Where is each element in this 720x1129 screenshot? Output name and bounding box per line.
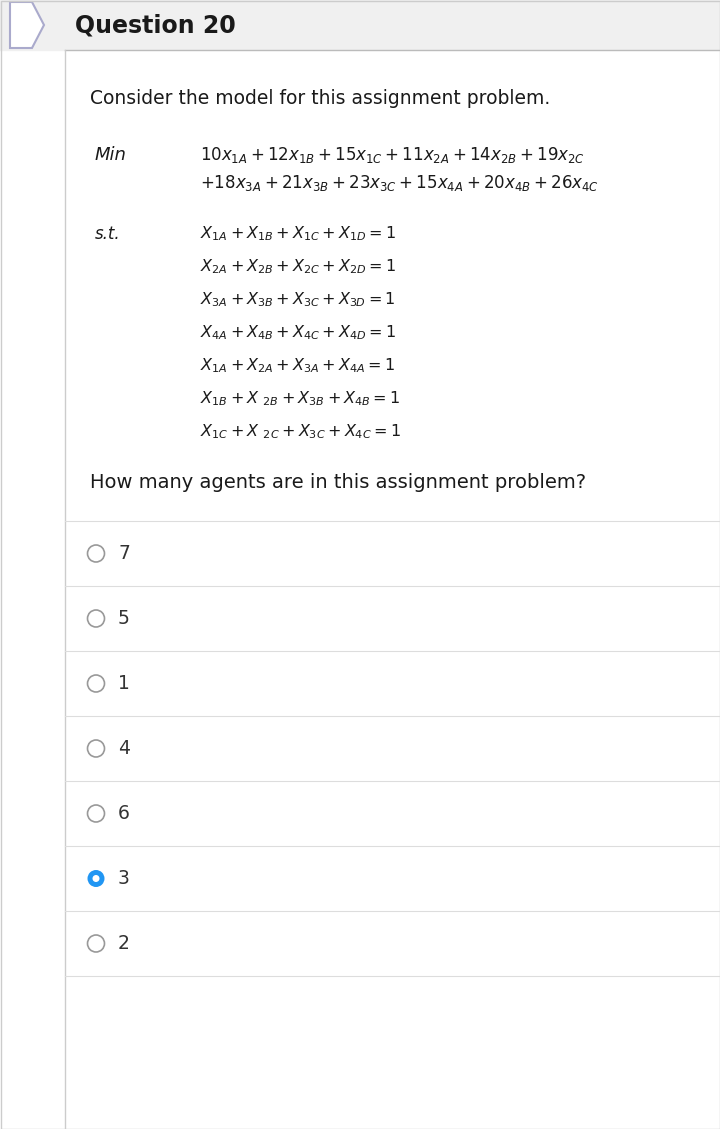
Text: 7: 7 [118,544,130,563]
Text: $X_{1A} + X_{2A} + X_{3A} + X_{4A} = 1$: $X_{1A} + X_{2A} + X_{3A} + X_{4A} = 1$ [200,357,395,375]
Text: $10x_{1A} + 12x_{1B} + 15x_{1C} + 11x_{2A} + 14x_{2B} + 19x_{2C}$: $10x_{1A} + 12x_{1B} + 15x_{1C} + 11x_{2… [200,145,585,165]
Circle shape [88,675,104,692]
Text: $X_{2A} + X_{2B} + X_{2C} + X_{2D} = 1$: $X_{2A} + X_{2B} + X_{2C} + X_{2D} = 1$ [200,257,396,277]
Text: 2: 2 [118,934,130,953]
Polygon shape [10,2,44,49]
Text: $X_{3A} + X_{3B} + X_{3C} + X_{3D} = 1$: $X_{3A} + X_{3B} + X_{3C} + X_{3D} = 1$ [200,290,395,309]
Text: 5: 5 [118,609,130,628]
Circle shape [88,935,104,952]
Circle shape [88,545,104,562]
Text: $X_{1A} + X_{1B} + X_{1C} + X_{1D} = 1$: $X_{1A} + X_{1B} + X_{1C} + X_{1D} = 1$ [200,225,396,244]
Text: Question 20: Question 20 [75,14,235,37]
Circle shape [92,875,99,882]
Circle shape [88,805,104,822]
Circle shape [88,739,104,758]
Text: $X_{1C} + X\ _{2C} + X_{3C} + X_{4C} = 1$: $X_{1C} + X\ _{2C} + X_{3C} + X_{4C} = 1… [200,422,401,441]
Text: $X_{4A} + X_{4B} + X_{4C} + X_{4D} = 1$: $X_{4A} + X_{4B} + X_{4C} + X_{4D} = 1$ [200,324,396,342]
Text: 4: 4 [118,739,130,758]
Text: Consider the model for this assignment problem.: Consider the model for this assignment p… [90,89,550,108]
Text: 3: 3 [118,869,130,889]
Circle shape [88,870,104,887]
Text: s.t.: s.t. [95,225,121,243]
Text: Min: Min [95,146,127,164]
Circle shape [88,610,104,627]
Text: How many agents are in this assignment problem?: How many agents are in this assignment p… [90,473,586,491]
Text: 6: 6 [118,804,130,823]
Text: 1: 1 [118,674,130,693]
Text: $+ 18x_{3A} + 21x_{3B} + 23x_{3C} + 15x_{4A} + 20x_{4B} + 26x_{4C}$: $+ 18x_{3A} + 21x_{3B} + 23x_{3C} + 15x_… [200,173,599,193]
Text: $X_{1B} + X\ _{2B} + X_{3B} + X_{4B} = 1$: $X_{1B} + X\ _{2B} + X_{3B} + X_{4B} = 1… [200,390,400,409]
